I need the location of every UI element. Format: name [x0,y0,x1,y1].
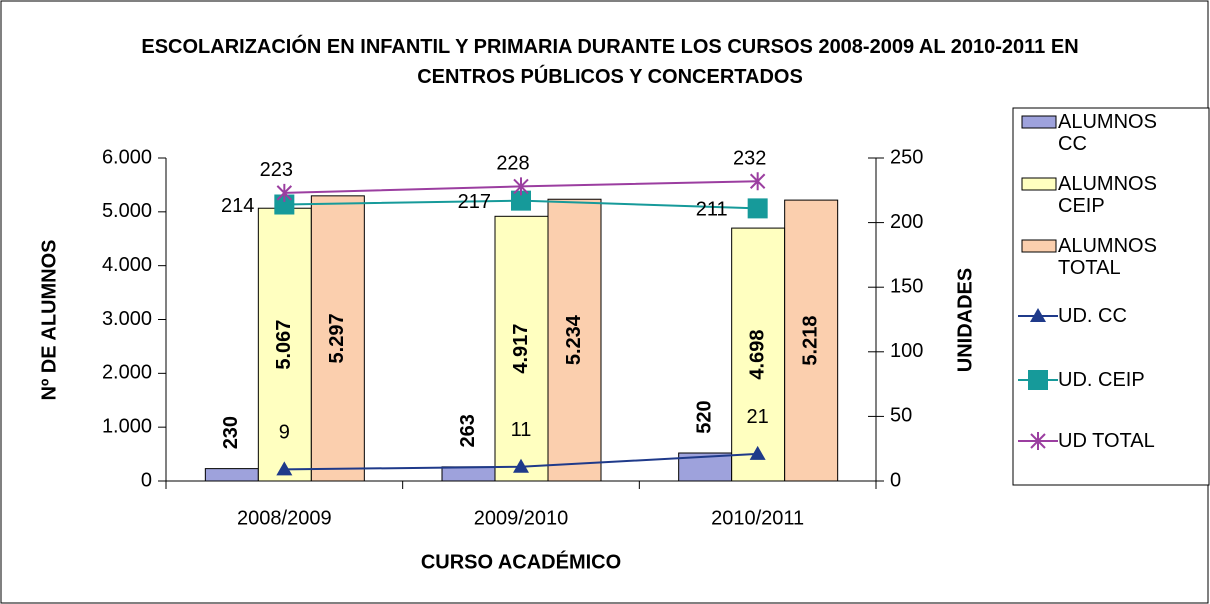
line-value-label: 228 [496,153,529,175]
bar [784,199,839,482]
bar-value-label: 520 [693,400,715,433]
legend-swatch [1021,239,1057,253]
legend-box [1012,107,1210,486]
bar-value-label: 230 [220,416,242,449]
line-value-label: 11 [511,419,532,441]
y-tick-label: 6.000 [102,146,152,168]
y2-tick-label: 100 [890,340,923,362]
line-marker [274,194,295,215]
legend-label: ALUMNOS TOTAL [1058,235,1157,279]
y2-tick-label: 150 [890,275,923,297]
line-marker [749,172,766,191]
legend-label: UD. CEIP [1058,369,1145,391]
legend-swatch [1021,115,1057,129]
line-marker [511,190,531,211]
legend-label: UD. CC [1058,305,1127,327]
y-tick-label: 1.000 [102,415,152,437]
y-tick-label: 4.000 [102,254,152,276]
line-marker [513,458,529,473]
y-tick-label: 2.000 [102,362,152,384]
bar [441,466,496,482]
x-tick-label: 2008/2009 [237,507,332,529]
line-value-label: 214 [221,195,254,217]
line-marker [1030,308,1046,322]
line-value-label: 21 [747,406,769,428]
y-axis-label: Nº DE ALUMNOS [38,239,60,400]
chart-title: ESCOLARIZACIÓN EN INFANTIL Y PRIMARIA DU… [141,36,1079,88]
x-axis-label: CURSO ACADÉMICO [421,550,621,573]
bar [547,198,602,482]
line-marker [276,461,293,476]
bar [204,468,259,482]
line-value-label: 211 [696,199,728,221]
y-tick-label: 3.000 [102,308,152,330]
bar [494,215,549,482]
bar-value-label: 263 [457,414,479,447]
line-value-label: 232 [733,148,766,170]
line-value-label: 217 [458,191,491,213]
x-tick-label: 2010/2011 [711,507,804,529]
y2-tick-label: 200 [890,211,923,233]
bar-value-label: 5.297 [326,313,348,363]
line-marker [1030,432,1046,450]
line-value-label: 9 [279,422,290,444]
bar-value-label: 5.234 [563,314,585,365]
y2-axis-label: UNIDADES [954,268,976,372]
legend-label: UD TOTAL [1058,430,1155,452]
bar [310,195,365,482]
bar-value-label: 4.917 [510,324,532,374]
bar-value-label: 5.067 [273,320,295,370]
x-tick-label: 2009/2010 [474,507,569,529]
line-value-label: 223 [260,159,293,181]
y2-tick-label: 0 [890,469,901,491]
legend-label: ALUMNOS CEIP [1058,173,1157,217]
line-marker [513,177,529,196]
legend-swatch [1021,177,1057,191]
line-marker [747,198,768,219]
y2-tick-label: 250 [890,146,923,168]
bar [257,207,312,482]
bar-value-label: 4.698 [746,330,768,380]
bar-value-label: 5.218 [799,316,821,366]
y-tick-label: 0 [141,469,152,491]
legend-label: ALUMNOS CC [1058,111,1157,155]
line-marker [276,183,293,202]
bar [731,227,786,482]
y2-tick-label: 50 [890,405,912,427]
line-marker [749,445,766,460]
y-tick-label: 5.000 [102,200,152,222]
line-marker [1028,370,1048,390]
